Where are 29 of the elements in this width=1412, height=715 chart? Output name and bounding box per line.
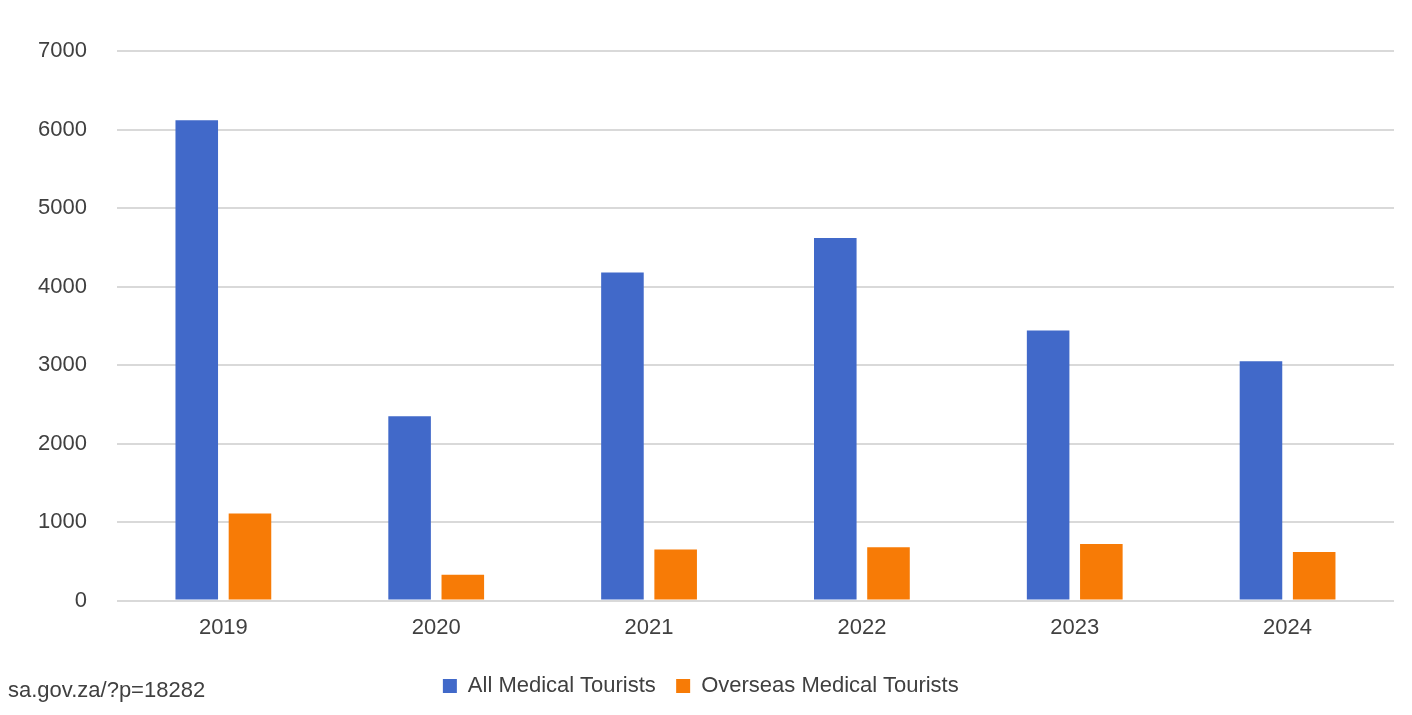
bar <box>388 416 431 600</box>
bar <box>654 549 697 600</box>
x-tick-label: 2023 <box>1050 613 1100 639</box>
x-tick-label: 2022 <box>837 613 887 639</box>
x-tick-label: 2020 <box>411 613 461 639</box>
x-tick-label: 2021 <box>624 613 674 639</box>
legend-label: All Medical Tourists <box>467 672 656 698</box>
bar <box>601 272 644 600</box>
legend-label: Overseas Medical Tourists <box>701 672 959 698</box>
bar <box>867 547 910 600</box>
text: sa.gov.za/?p=18282 <box>8 677 206 703</box>
y-tick-label: 3000 <box>37 351 87 377</box>
y-tick-label: 6000 <box>37 115 87 141</box>
y-tick-label: 7000 <box>37 37 87 63</box>
y-tick-label: 2000 <box>37 429 87 455</box>
bar <box>1239 361 1283 600</box>
x-tick-label: 2019 <box>198 613 248 639</box>
bar <box>441 574 485 600</box>
bar <box>814 238 857 600</box>
bar <box>228 513 272 600</box>
y-tick-label: 0 <box>74 586 87 612</box>
bar <box>175 120 219 600</box>
y-tick-label: 1000 <box>37 508 87 534</box>
bar <box>1080 544 1123 600</box>
bar <box>1292 551 1336 600</box>
bar <box>1026 330 1070 600</box>
x-tick-label: 2024 <box>1263 613 1313 639</box>
y-tick-label: 5000 <box>37 194 87 220</box>
y-tick-label: 4000 <box>37 272 87 298</box>
